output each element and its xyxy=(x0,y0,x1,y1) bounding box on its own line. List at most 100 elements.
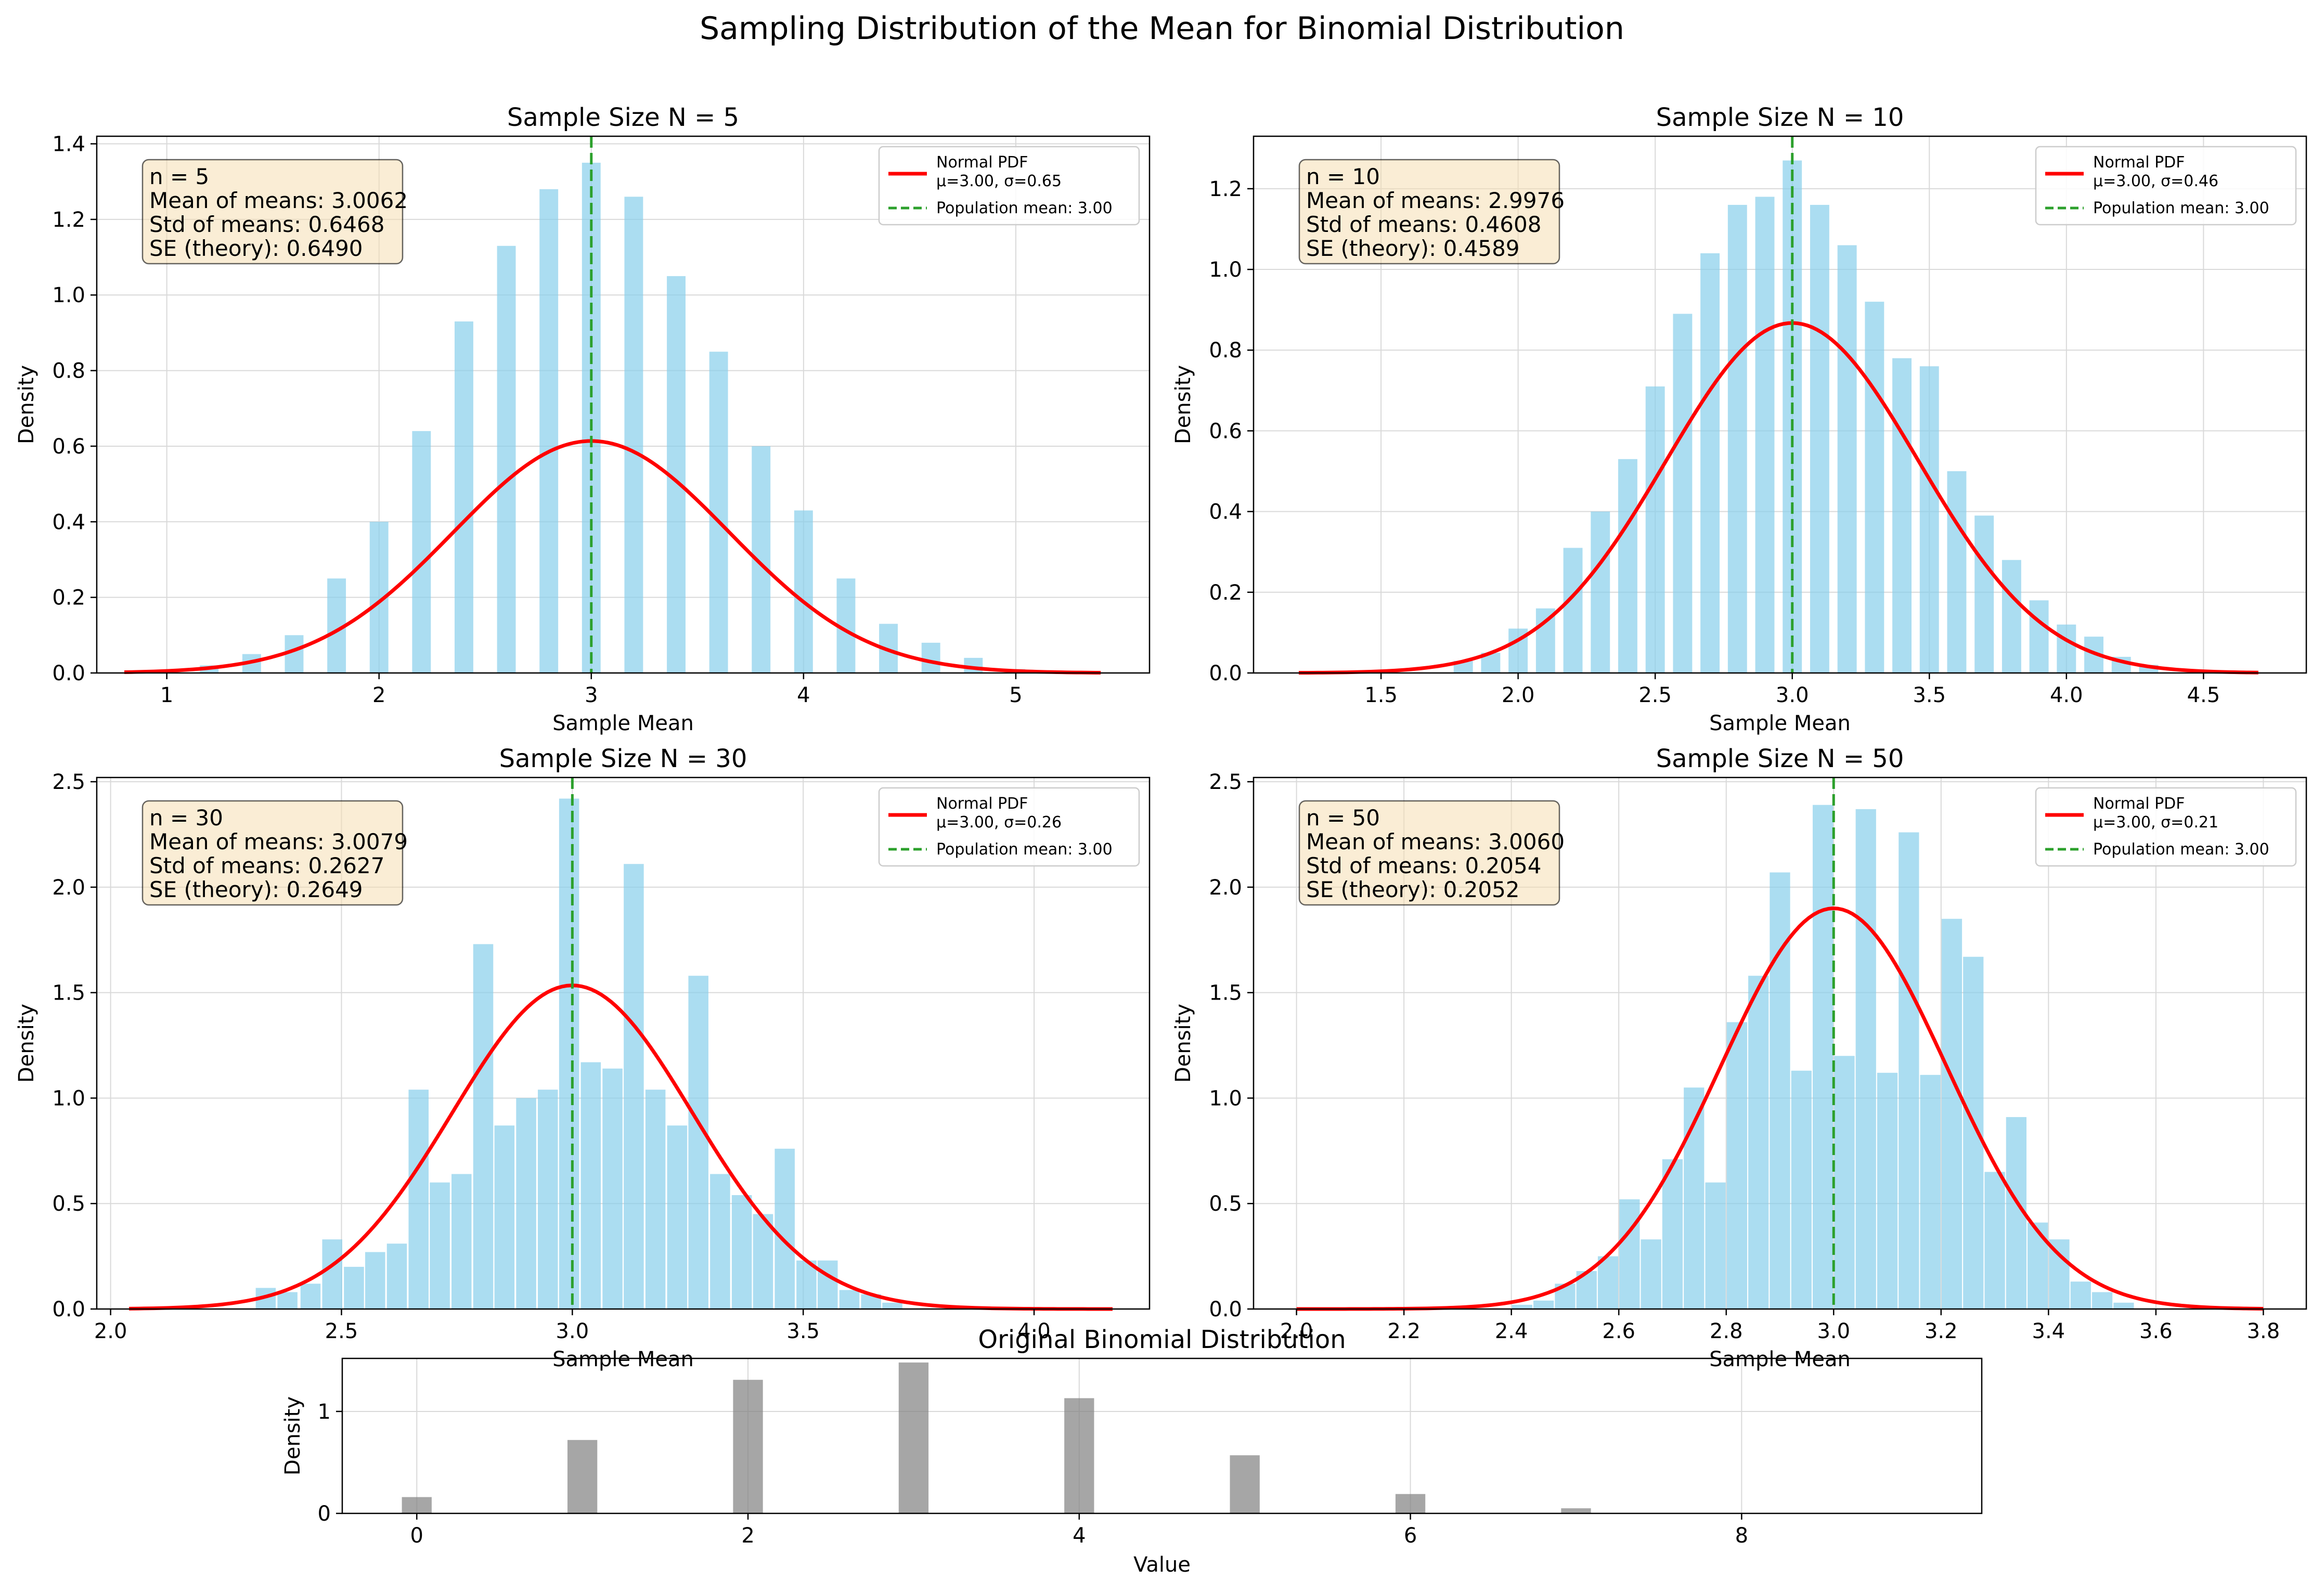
histogram-bar xyxy=(624,197,643,673)
histogram-bar xyxy=(2002,560,2021,673)
histogram-bar xyxy=(454,321,473,673)
histogram-bar xyxy=(1755,197,1775,673)
y-tick-label: 0 xyxy=(318,1502,331,1526)
histogram-bar xyxy=(1561,1508,1591,1513)
y-tick-label: 0.8 xyxy=(1209,339,1242,362)
subplot-title: Sample Size N = 10 xyxy=(1656,103,1904,132)
y-tick-label: 0.8 xyxy=(52,359,85,383)
y-tick-label: 0.0 xyxy=(1209,1298,1242,1321)
x-tick-label: 3.0 xyxy=(1817,1319,1850,1343)
x-tick-label: 4 xyxy=(1073,1524,1086,1548)
x-tick-label: 1.5 xyxy=(1364,683,1398,707)
x-tick-label: 4.0 xyxy=(1017,1319,1051,1343)
x-tick-label: 2.0 xyxy=(1280,1319,1313,1343)
legend-pop-mean-label: Population mean: 3.00 xyxy=(2093,199,2269,217)
y-tick-label: 1.5 xyxy=(1209,981,1242,1005)
histogram-bar xyxy=(1597,1256,1619,1309)
subplot-2: 1.5 2.0 2.5 3.0 3.5 4.0 4.5 0.0 0.2 0.4 0.6 0.8 1.0 1… xyxy=(1171,103,2307,735)
x-axis-label: Value xyxy=(1133,1553,1191,1577)
histogram-bar xyxy=(473,944,494,1309)
legend-box xyxy=(2035,146,2297,226)
stats-line: n = 50 xyxy=(1306,805,1380,831)
histogram-bar xyxy=(2091,1292,2113,1309)
x-tick-label: 3.2 xyxy=(1925,1319,1958,1343)
histogram-bar xyxy=(1662,1159,1683,1309)
y-tick-label: 1.0 xyxy=(52,1086,85,1110)
x-tick-label: 3.5 xyxy=(1913,683,1946,707)
normal-pdf-curve xyxy=(1298,321,2258,675)
histogram-bar xyxy=(1619,1199,1640,1309)
histogram-bar xyxy=(731,1195,752,1309)
y-tick-label: 2.5 xyxy=(52,770,85,794)
stats-line: SE (theory): 0.2052 xyxy=(1306,877,1520,902)
x-tick-label: 4.5 xyxy=(2187,683,2220,707)
legend-pdf-params: μ=3.00, σ=0.65 xyxy=(936,172,1062,190)
histogram-bar xyxy=(839,1290,860,1309)
x-tick-label: 2.0 xyxy=(1502,683,1535,707)
legend-pop-mean-label: Population mean: 3.00 xyxy=(2093,840,2269,859)
legend-box xyxy=(2035,787,2297,867)
x-tick-label: 3.0 xyxy=(556,1319,589,1343)
subplot-title: Sample Size N = 50 xyxy=(1656,744,1904,773)
y-tick-label: 0.5 xyxy=(52,1192,85,1216)
y-tick-label: 1 xyxy=(318,1400,331,1424)
histogram-bar xyxy=(386,1243,407,1309)
subplot-4: 2.0 2.2 2.4 2.6 2.8 3.0 3.2 3.4 3.6 3.8 0.0 0.5 1.0 1… xyxy=(1171,744,2307,1371)
histogram-bar xyxy=(921,642,940,673)
x-tick-label: 2.5 xyxy=(1638,683,1672,707)
histogram-bar xyxy=(1533,1300,1554,1309)
x-tick-label: 2.0 xyxy=(94,1319,127,1343)
x-tick-label: 6 xyxy=(1404,1524,1417,1548)
histogram-bar xyxy=(1920,1074,1941,1309)
histogram-bar xyxy=(451,1174,472,1309)
histogram-bar xyxy=(494,1125,515,1309)
legend-box xyxy=(878,787,1140,867)
axes-frame xyxy=(96,776,1151,1310)
x-axis-label: Sample Mean xyxy=(552,711,694,735)
histogram-bar xyxy=(709,352,728,673)
histogram-bar xyxy=(2057,624,2076,673)
y-tick-label: 1.0 xyxy=(1209,1086,1242,1110)
histogram-bar xyxy=(1963,956,1984,1309)
histogram-bar xyxy=(567,1440,598,1513)
stats-line: Std of means: 0.2054 xyxy=(1306,853,1541,878)
histogram-bar xyxy=(322,1239,343,1309)
histogram-bar xyxy=(497,245,516,673)
histogram-bar xyxy=(1984,1172,2005,1309)
y-tick-label: 1.2 xyxy=(1209,177,1242,201)
histogram-bar xyxy=(2029,600,2049,673)
y-tick-label: 0.0 xyxy=(52,662,85,685)
y-tick-label: 0.2 xyxy=(1209,581,1242,605)
histogram-bar xyxy=(1563,548,1583,673)
legend-pdf-label: Normal PDF xyxy=(936,153,1028,172)
stats-box xyxy=(141,159,404,265)
histogram-bar xyxy=(710,1174,730,1309)
y-tick-label: 0.6 xyxy=(1209,419,1242,443)
histogram-bar xyxy=(344,1266,364,1309)
histogram-bar xyxy=(1941,918,1963,1309)
y-tick-label: 0.0 xyxy=(1209,662,1242,685)
normal-pdf-curve xyxy=(124,439,1101,675)
histogram-bar xyxy=(2028,1222,2048,1309)
x-axis-label: Sample Mean xyxy=(552,1347,694,1371)
x-tick-label: 2 xyxy=(372,683,385,707)
histogram-bar xyxy=(539,189,559,673)
histogram-bar xyxy=(774,1148,795,1309)
histogram-bar xyxy=(667,1125,688,1309)
histogram-bar xyxy=(882,1302,902,1309)
histogram-bar xyxy=(817,1260,838,1309)
x-tick-label: 2.8 xyxy=(1710,1319,1743,1343)
histogram-bar xyxy=(1899,832,1919,1309)
histogram-bar xyxy=(1919,366,1939,673)
legend-pdf-label: Normal PDF xyxy=(2093,153,2185,172)
y-tick-label: 1.0 xyxy=(52,283,85,307)
x-axis-label: Sample Mean xyxy=(1709,711,1851,735)
histogram-bar xyxy=(1700,253,1720,673)
legend-pop-mean-label: Population mean: 3.00 xyxy=(936,840,1113,859)
histogram-bar xyxy=(1064,1398,1094,1513)
histogram-bar xyxy=(1673,314,1693,673)
histogram-bar xyxy=(1791,1070,1812,1309)
stats-box xyxy=(1298,159,1560,265)
histogram-bar xyxy=(538,1090,558,1309)
subplot-title: Sample Size N = 30 xyxy=(499,744,747,773)
